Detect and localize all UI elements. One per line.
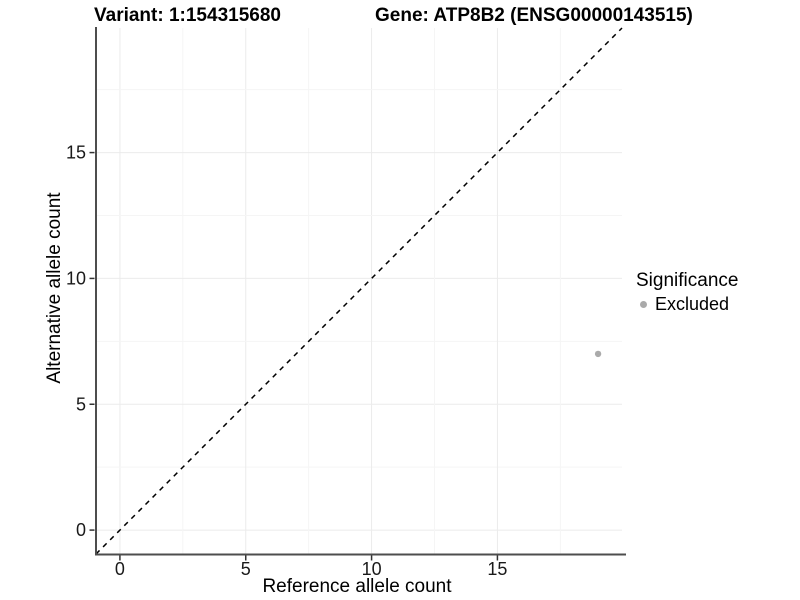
y-tick-label: 15 [66, 143, 86, 163]
plot-title-variant: Variant: 1:154315680 [94, 5, 281, 26]
legend: Significance Excluded [636, 270, 738, 315]
x-tick-label: 5 [241, 559, 251, 579]
legend-title: Significance [636, 270, 739, 291]
x-tick-label: 15 [487, 559, 507, 579]
identity-line [95, 27, 623, 555]
data-point [594, 350, 602, 358]
plot-title-gene: Gene: ATP8B2 (ENSG00000143515) [375, 5, 693, 26]
x-axis-title: Reference allele count [262, 576, 452, 597]
y-tick-label: 5 [76, 394, 86, 414]
y-axis-title: Alternative allele count [44, 192, 65, 384]
x-tick-label: 10 [362, 559, 382, 579]
legend-item-excluded: Excluded [640, 294, 738, 315]
y-tick-label: 0 [76, 520, 86, 540]
x-tick-label: 0 [115, 559, 125, 579]
legend-item-label: Excluded [655, 294, 730, 314]
y-tick-label: 10 [66, 268, 86, 288]
legend-point-icon [640, 301, 647, 308]
